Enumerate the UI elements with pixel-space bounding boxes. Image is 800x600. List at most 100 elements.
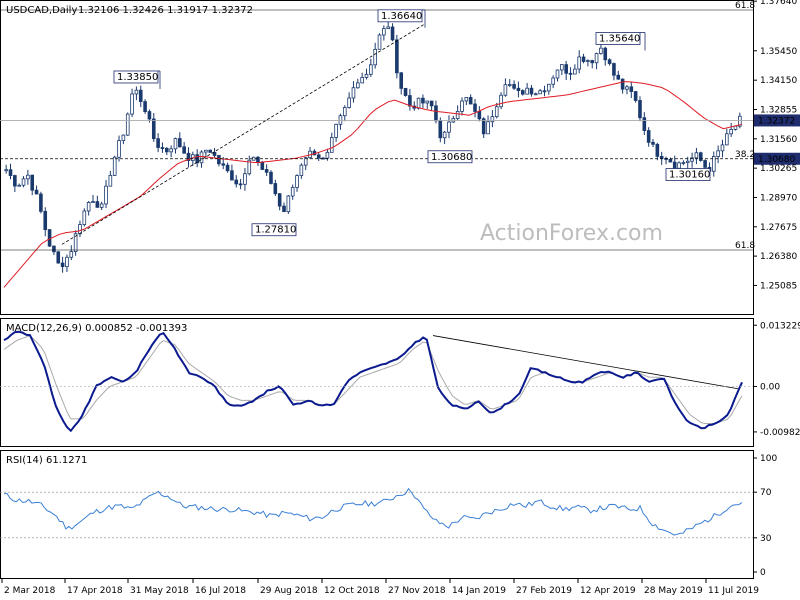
x-tick-label: 12 Apr 2019 [580, 586, 636, 596]
macd-line [3, 330, 743, 433]
candle-body [286, 195, 291, 213]
candle-body [525, 87, 529, 95]
candle-body [408, 95, 412, 107]
candle-body [290, 187, 295, 197]
candle-body [282, 205, 286, 213]
candle-body [104, 185, 108, 205]
candle-body [642, 117, 647, 131]
watermark: ActionForex.com [480, 221, 663, 246]
candle-body [173, 138, 178, 150]
candle-body [221, 163, 226, 166]
y-tick-label: 1.30265 [760, 164, 797, 174]
candle-body [351, 87, 356, 99]
candle-body [403, 87, 408, 96]
fib-618-label: 61.8 [735, 1, 755, 11]
x-tick-label: 17 Apr 2018 [67, 586, 123, 596]
candle-body [529, 87, 534, 95]
level-price-label: 1.30680 [758, 155, 795, 165]
candle-body [560, 64, 564, 71]
price-annotation-box [427, 150, 473, 164]
candle-body [698, 152, 703, 161]
candle-body [395, 39, 399, 74]
x-tick-label: 2 Mar 2018 [4, 586, 56, 596]
y-tick-label: 1.37640 [760, 0, 797, 7]
candle-body [564, 64, 568, 74]
candle-body [143, 101, 147, 112]
y-tick-label: 1.26380 [760, 252, 797, 262]
candle-body [733, 125, 738, 130]
price-annotation-box [251, 223, 297, 237]
candle-body [486, 121, 490, 135]
candle-body [468, 97, 473, 105]
rsi-y-tick-label: 70 [760, 488, 772, 498]
candle-body [208, 149, 213, 153]
candle-body [512, 84, 516, 89]
rsi-y-tick-label: 30 [760, 534, 772, 544]
rsi-line [4, 487, 743, 536]
candle-body [52, 245, 56, 253]
candle-body [599, 47, 603, 54]
candle-body [651, 141, 655, 145]
x-axis: 2 Mar 2018 17 Apr 2018 31 May 2018 16 Jul 2… [1, 579, 759, 596]
candle-body [390, 26, 395, 41]
candle-body [382, 28, 386, 36]
chart-title: USDCAD,Daily [6, 5, 77, 16]
candle-body [125, 113, 130, 136]
candle-body [681, 162, 686, 164]
candle-body [160, 147, 165, 149]
candle-body [516, 87, 521, 91]
candle-body [69, 251, 74, 258]
candle-body [30, 174, 35, 191]
candle-body [473, 103, 477, 112]
candle-body [464, 97, 469, 102]
candle-body [373, 48, 377, 66]
candle-body [60, 262, 65, 268]
candle-body [620, 78, 625, 90]
macd-title: MACD(12,26,9) 0.000852 -0.001393 [6, 323, 187, 334]
fib-38-label: 38.2 [735, 150, 755, 160]
candle-body [277, 193, 282, 207]
candle-body [703, 160, 707, 168]
candle-body [738, 115, 742, 127]
candle-body [716, 150, 720, 157]
candle-body [325, 151, 330, 159]
macd-y-tick-label: -0.00982 [760, 428, 800, 438]
candle-body [169, 148, 173, 153]
candle-body [551, 77, 555, 85]
candle-body [95, 201, 100, 208]
candle-body [112, 156, 117, 176]
x-tick-label: 16 Jul 2018 [195, 586, 246, 596]
candle-body [138, 89, 143, 103]
candle-body [342, 107, 347, 117]
candle-body [86, 202, 91, 212]
candle-body [603, 47, 608, 61]
candle-body [247, 159, 252, 175]
candle-body [199, 151, 204, 164]
candle-body [225, 164, 230, 172]
fib-618-label: 61.8 [735, 241, 755, 251]
macd-y-tick-label: 0.00 [760, 382, 780, 392]
candle-body [499, 94, 503, 108]
candle-body [460, 100, 464, 112]
rsi-y-tick-label: 100 [760, 454, 777, 464]
candle-body [26, 174, 30, 180]
candle-body [256, 156, 260, 163]
trend-line [61, 23, 426, 245]
x-tick-label: 31 May 2018 [130, 586, 189, 596]
price-panel: USDCAD,Daily 1.32106 1.32426 1.31917 1.3… [0, 0, 800, 315]
current-price-tag [754, 114, 800, 127]
y-tick-label: 1.32855 [760, 106, 797, 116]
candle-body [295, 175, 299, 188]
candle-body [269, 171, 273, 184]
candle-body [690, 157, 694, 162]
candle-body [573, 68, 577, 75]
candle-body [547, 83, 551, 92]
candle-body [91, 201, 95, 204]
price-annotation-label: 1.30680 [431, 152, 472, 163]
candle-body [204, 149, 208, 153]
candle-body [625, 86, 629, 90]
price-annotation-label: 1.36640 [381, 11, 422, 22]
candle-body [429, 100, 434, 107]
candle-body [182, 146, 186, 154]
